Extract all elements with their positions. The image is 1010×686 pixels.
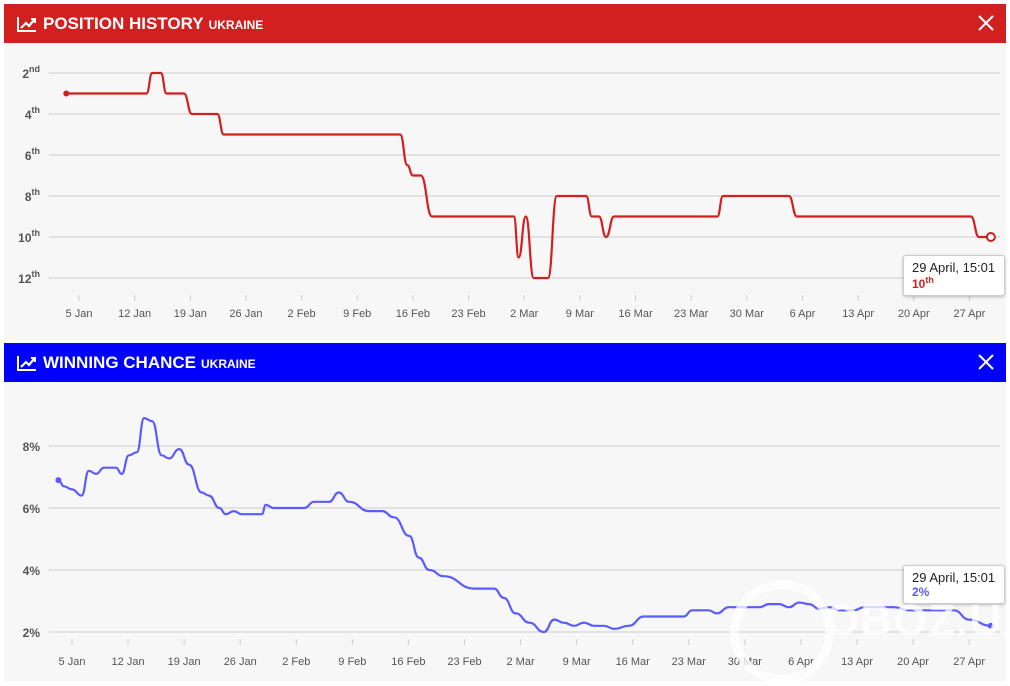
x-tick-label: 23 Feb <box>447 656 481 668</box>
y-tick-label: 4% <box>23 564 41 578</box>
x-tick-label: 16 Feb <box>396 308 430 320</box>
panel-subtitle: UKRAINE <box>208 18 264 32</box>
start-point <box>55 477 62 484</box>
y-tick-label: 6th <box>25 146 40 163</box>
x-tick-label: 13 Apr <box>842 308 874 320</box>
position-history-header: POSITION HISTORY UKRAINE <box>4 4 1006 43</box>
x-tick-label: 27 Apr <box>953 656 985 668</box>
watermark-logo: OBOZ.UA <box>825 596 1010 645</box>
chart-line-icon <box>17 16 36 32</box>
y-tick-label: 8% <box>23 440 41 454</box>
x-tick-label: 23 Feb <box>451 308 485 320</box>
y-tick-label: 12th <box>18 269 40 286</box>
y-tick-label: 8th <box>25 187 40 204</box>
x-tick-label: 9 Feb <box>338 656 366 668</box>
chart-line-icon <box>17 355 36 371</box>
tooltip-suffix: th <box>925 275 934 285</box>
tooltip-value: 2% <box>912 585 930 599</box>
x-tick-label: 5 Jan <box>66 308 93 320</box>
x-tick-label: 2 Feb <box>282 656 310 668</box>
x-tick-label: 9 Feb <box>343 308 371 320</box>
x-tick-label: 27 Apr <box>953 308 985 320</box>
panel-title: WINNING CHANCE <box>43 352 196 372</box>
series-line <box>66 71 991 280</box>
tooltip-date: 29 April, 15:01 <box>912 570 996 585</box>
x-tick-label: 23 Mar <box>672 656 707 668</box>
x-tick-label: 5 Jan <box>59 656 86 668</box>
x-tick-label: 13 Apr <box>841 656 873 668</box>
panel-subtitle: UKRAINE <box>201 357 256 371</box>
position-tooltip: 29 April, 15:01 10th <box>903 255 1005 296</box>
start-point <box>63 90 70 97</box>
x-tick-label: 9 Mar <box>566 308 594 320</box>
x-tick-label: 16 Mar <box>616 656 651 668</box>
winning-chance-header: WINNING CHANCE UKRAINE <box>4 343 1006 382</box>
position-chart-area: 2nd 4th 6th 8th 10th 12th 5 Jan 12 Jan 19 Jan 26 … <box>4 43 1006 340</box>
close-icon[interactable] <box>976 13 996 33</box>
close-icon[interactable] <box>976 352 996 372</box>
position-chart: 2nd 4th 6th 8th 10th 12th 5 Jan 12 Jan 19 Jan 26 … <box>18 64 1000 320</box>
watermark-globe-icon <box>730 580 834 684</box>
x-tick-label: 16 Mar <box>618 308 653 320</box>
tooltip-value: 10 <box>912 277 926 291</box>
x-tick-label: 6 Apr <box>790 308 816 320</box>
x-tick-label: 26 Jan <box>224 656 257 668</box>
current-point <box>987 622 994 629</box>
y-tick-label: 2% <box>23 626 41 640</box>
panel-title: POSITION HISTORY <box>43 13 204 33</box>
y-tick-label: 2nd <box>22 64 40 81</box>
x-tick-label: 2 Feb <box>288 308 316 320</box>
y-tick-label: 10th <box>18 228 40 245</box>
x-tick-label: 12 Jan <box>118 308 151 320</box>
winning-tooltip: 29 April, 15:01 2% <box>903 565 1005 604</box>
tooltip-date: 29 April, 15:01 <box>912 260 996 275</box>
x-tick-label: 26 Jan <box>229 308 262 320</box>
y-tick-label: 6% <box>23 502 41 516</box>
x-tick-label: 30 Mar <box>730 308 765 320</box>
x-tick-label: 2 Mar <box>510 308 538 320</box>
x-tick-label: 23 Mar <box>674 308 709 320</box>
x-tick-label: 20 Apr <box>898 308 930 320</box>
x-tick-label: 19 Jan <box>168 656 201 668</box>
x-tick-label: 12 Jan <box>112 656 145 668</box>
x-tick-label: 9 Mar <box>563 656 591 668</box>
x-tick-label: 19 Jan <box>174 308 207 320</box>
current-point <box>985 232 996 242</box>
x-tick-label: 20 Apr <box>897 656 929 668</box>
x-tick-label: 16 Feb <box>391 656 425 668</box>
y-tick-label: 4th <box>25 105 40 122</box>
x-tick-label: 2 Mar <box>506 656 534 668</box>
position-history-panel: POSITION HISTORY UKRAINE 2nd 4th 6th 8th 10t… <box>4 4 1006 340</box>
